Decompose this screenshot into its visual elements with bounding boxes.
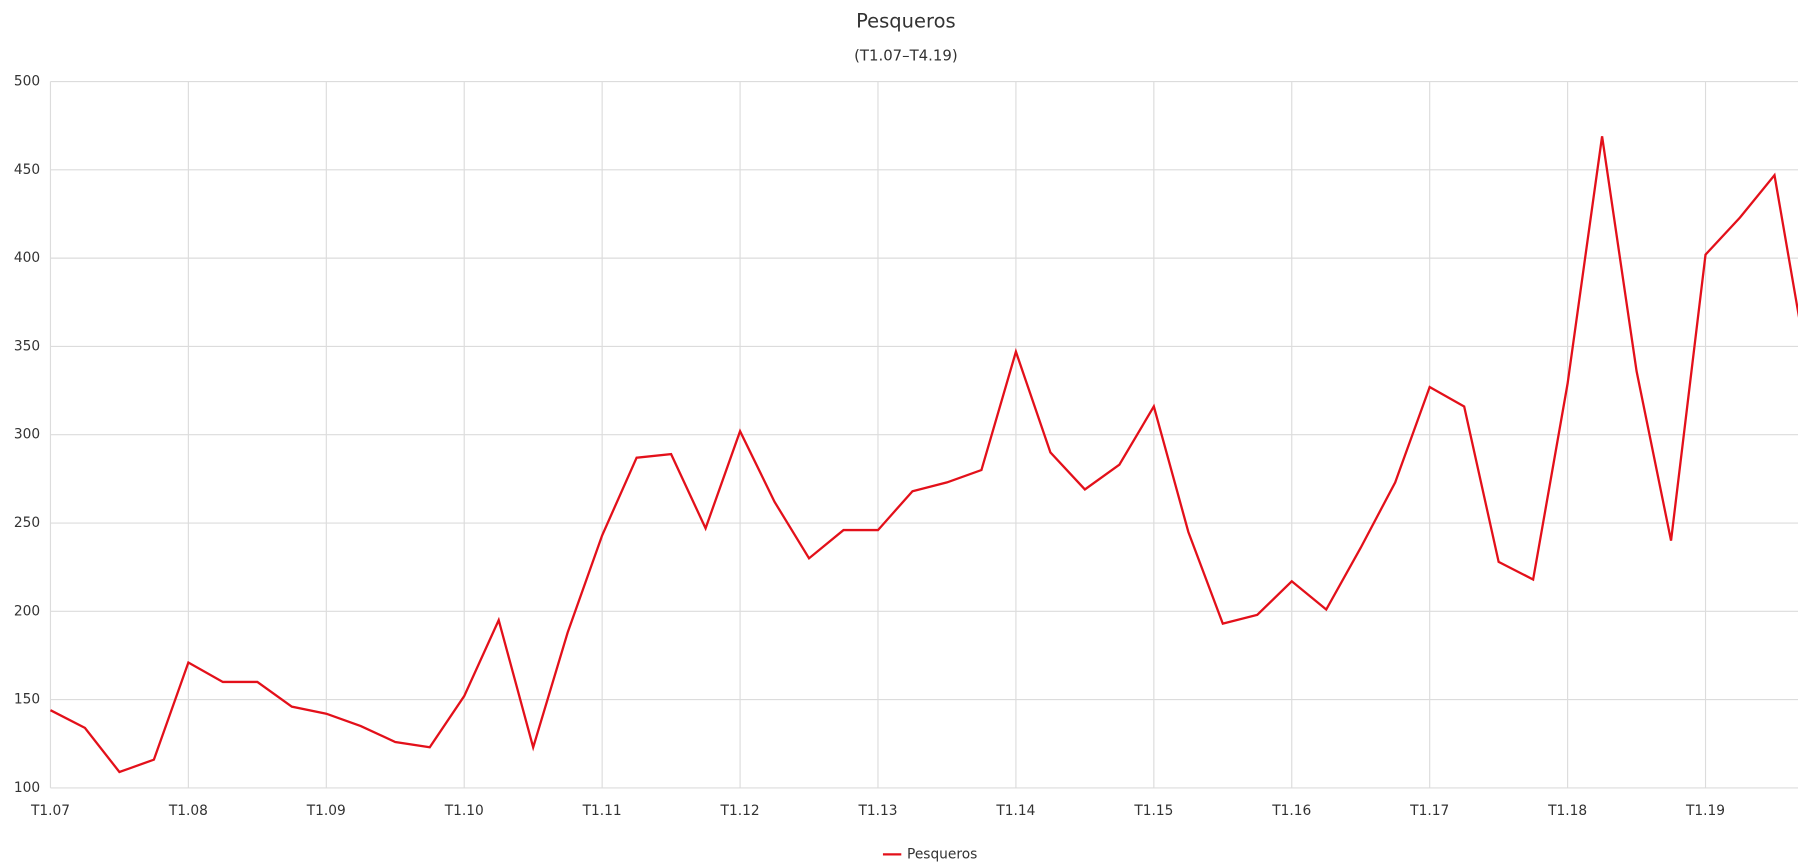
legend-label: Pesqueros — [907, 846, 977, 862]
x-tick-label: T1.08 — [168, 803, 208, 819]
x-tick-label: T1.19 — [1685, 803, 1725, 819]
x-tick-label: T1.15 — [1133, 803, 1173, 819]
y-tick-label: 200 — [14, 603, 40, 619]
x-tick-label: T1.13 — [857, 803, 897, 819]
chart-subtitle: (T1.07–T4.19) — [854, 46, 958, 64]
x-tick-label: T1.11 — [582, 803, 622, 819]
data-line — [49, 136, 1798, 774]
y-tick-label: 450 — [14, 162, 40, 178]
y-tick-label: 400 — [14, 250, 40, 266]
y-tick-label: 300 — [14, 427, 40, 443]
x-tick-label: T1.14 — [995, 803, 1035, 819]
x-tick-label: T1.09 — [306, 803, 346, 819]
y-tick-label: 350 — [14, 338, 40, 354]
x-tick-label: T1.18 — [1547, 803, 1587, 819]
x-tick-label: T1.12 — [720, 803, 760, 819]
y-tick-label: 100 — [14, 780, 40, 796]
y-tick-label: 150 — [14, 692, 40, 708]
x-tick-label: T1.10 — [444, 803, 484, 819]
x-tick-label: T1.16 — [1271, 803, 1311, 819]
x-tick-label: T1.07 — [30, 803, 70, 819]
chart-title: Pesqueros — [856, 9, 956, 32]
y-tick-label: 250 — [14, 515, 40, 531]
y-tick-label: 500 — [14, 74, 40, 90]
x-tick-label: T1.17 — [1409, 803, 1449, 819]
